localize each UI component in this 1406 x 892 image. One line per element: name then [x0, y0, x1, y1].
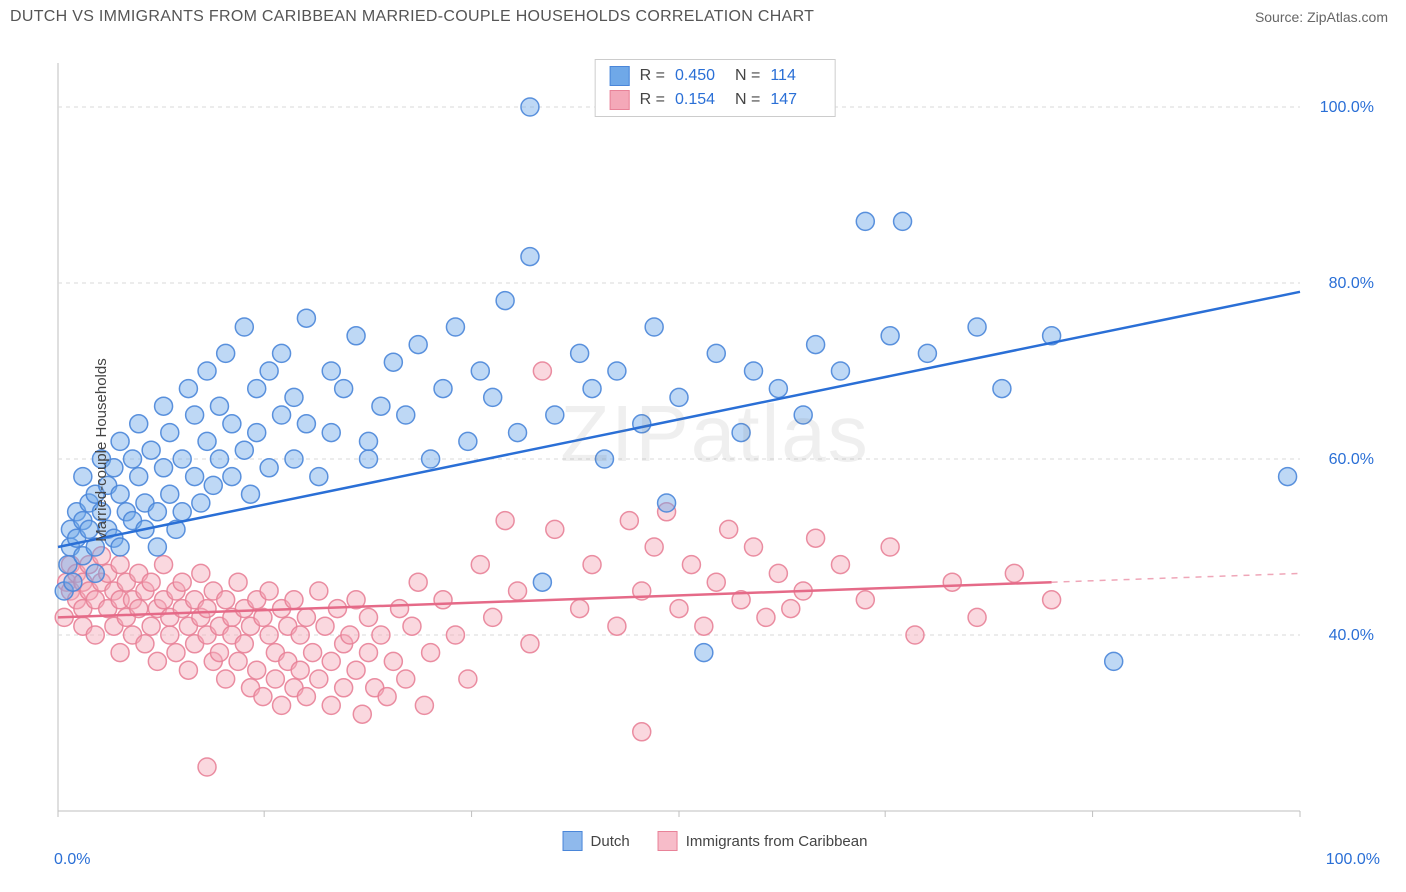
swatch-caribbean — [658, 831, 678, 851]
x-axis-min-label: 0.0% — [54, 851, 90, 869]
chart-title: DUTCH VS IMMIGRANTS FROM CARIBBEAN MARRI… — [10, 8, 814, 26]
legend-row-caribbean: R = 0.154 N = 147 — [610, 88, 821, 112]
svg-text:100.0%: 100.0% — [1320, 99, 1374, 116]
n-label: N = — [735, 64, 760, 88]
y-axis-label: Married-couple Households — [93, 358, 110, 541]
x-axis-max-label: 100.0% — [1326, 851, 1380, 869]
n-value-dutch: 114 — [770, 64, 820, 88]
r-label: R = — [640, 88, 665, 112]
n-value-caribbean: 147 — [770, 88, 820, 112]
legend-item-dutch: Dutch — [563, 831, 630, 851]
legend-item-caribbean: Immigrants from Caribbean — [658, 831, 868, 851]
swatch-caribbean — [610, 90, 630, 110]
svg-text:40.0%: 40.0% — [1329, 627, 1374, 644]
svg-text:80.0%: 80.0% — [1329, 275, 1374, 292]
r-value-dutch: 0.450 — [675, 64, 725, 88]
legend-row-dutch: R = 0.450 N = 114 — [610, 64, 821, 88]
r-value-caribbean: 0.154 — [675, 88, 725, 112]
swatch-dutch — [563, 831, 583, 851]
source-label: Source: ZipAtlas.com — [1255, 9, 1388, 25]
n-label: N = — [735, 88, 760, 112]
svg-text:60.0%: 60.0% — [1329, 451, 1374, 468]
series-legend: Dutch Immigrants from Caribbean — [563, 831, 868, 851]
legend-label-caribbean: Immigrants from Caribbean — [686, 833, 868, 850]
r-label: R = — [640, 64, 665, 88]
legend-label-dutch: Dutch — [591, 833, 630, 850]
chart-area: Married-couple Households ZIPatlas 40.0%… — [50, 55, 1380, 845]
correlation-legend: R = 0.450 N = 114 R = 0.154 N = 147 — [595, 59, 836, 117]
scatter-chart: 40.0% 60.0% 80.0% 100.0% — [50, 55, 1380, 845]
swatch-dutch — [610, 66, 630, 86]
